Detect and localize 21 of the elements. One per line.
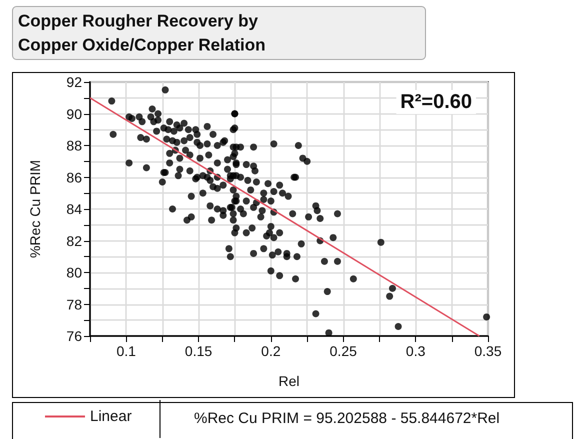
y-tick-label: 92 [66, 74, 82, 90]
x-tick-label: 0.1 [116, 343, 136, 359]
x-tick-label: 0.35 [474, 343, 502, 359]
y-tick-label: 76 [66, 328, 82, 344]
text: %Rec Cu PRIM = 95.202588 - 55.844672*Rel [194, 410, 500, 427]
annotation: R²=0.60 [400, 91, 472, 113]
y-tick-label: 82 [66, 232, 82, 249]
chart-title: Copper Rougher Recovery by Copper Oxide/Copper Relation [18, 12, 266, 54]
x-tick-label: 0.15 [184, 343, 212, 359]
x-axis-title: Rel [278, 373, 300, 389]
x-tick-label: 0.3 [406, 343, 426, 359]
y-tick-label: 80 [66, 264, 82, 280]
y-tick-label: 84 [66, 201, 82, 217]
y-tick-label: 86 [66, 169, 82, 186]
x-tick-label: 0.25 [330, 343, 358, 359]
legend-label: Linear [90, 408, 132, 425]
y-tick-label: 78 [66, 296, 82, 312]
y-tick-label: 90 [66, 106, 82, 122]
y-tick-label: 88 [66, 138, 82, 154]
x-tick-label: 0.2 [261, 343, 281, 359]
y-axis-title: %Rec Cu PRIM [27, 160, 43, 258]
